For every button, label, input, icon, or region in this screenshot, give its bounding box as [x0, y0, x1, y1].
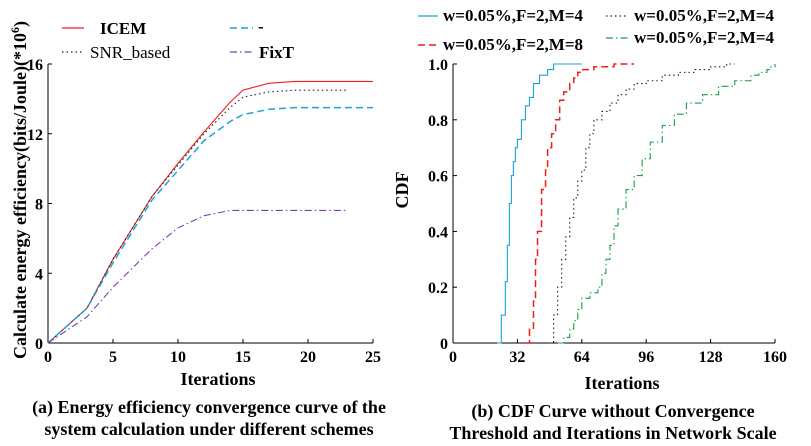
chart-a-caption: (a) Energy efficiency convergence curve … [4, 396, 414, 440]
chart-a-legend: ICEM SNR_based - FixT [62, 17, 295, 62]
chart-a-series-1 [47, 80, 373, 344]
chart-a-legend-icem: ICEM [100, 19, 146, 38]
chart-b-series-3 [549, 63, 735, 344]
chart-a: 0 5 10 15 20 25 0 4 8 12 16 Iterations Calculate … [8, 17, 381, 389]
chart-a-series-3 [47, 106, 373, 344]
chart-b-legend: w=0.05%,F=2,M=4 w=0.05%,F=2,M=8 w=0.05%,… [418, 6, 775, 54]
chart-b-y-tick-label: 0.6 [428, 169, 448, 186]
chart-b-y-tick-label: 0.8 [428, 113, 448, 130]
chart-b-x-tick-label: 128 [699, 349, 723, 366]
chart-a-y-tick-label: 12 [27, 127, 43, 144]
chart-a-y-tick-label: 4 [35, 266, 43, 283]
chart-a-x-tick-label: 0 [44, 349, 52, 366]
chart-a-y-tick-label: 16 [27, 57, 43, 74]
chart-b-series-1 [497, 63, 582, 344]
chart-b-series-2 [525, 63, 635, 344]
chart-b-y-tick-label: 0 [440, 336, 448, 353]
chart-a-x-tick-label: 25 [365, 349, 381, 366]
chart-b-y-tick-label: 0.4 [428, 224, 448, 241]
chart-a-x-tick-label: 5 [109, 349, 117, 366]
chart-a-y-label-exp: 6 [8, 27, 22, 33]
chart-b-series-4 [557, 64, 776, 344]
chart-a-y-label-close: ) [10, 21, 31, 27]
chart-a-x-tick-label: 20 [300, 349, 316, 366]
chart-b-y-tick-label: 1.0 [428, 57, 448, 74]
chart-a-caption-line1: (a) Energy efficiency convergence curve … [32, 397, 386, 417]
chart-b-caption-line1: (b) CDF Curve without Convergence [471, 401, 755, 421]
chart-b-caption-line2: Threshold and Iterations in Network Scal… [449, 423, 777, 443]
chart-a-legend-dash: - [258, 17, 264, 36]
chart-a-y-tick-label: 8 [35, 197, 43, 214]
chart-a-series-4 [47, 209, 347, 344]
chart-b: 0 32 64 96 128 160 0 0.2 0.4 0.6 0.8 1.0 Iteration… [392, 6, 787, 393]
chart-a-legend-fixt: FixT [259, 43, 295, 62]
chart-a-y-label: Calculate energy efficiency(bits/Joule)(… [8, 21, 31, 359]
chart-b-legend-2: w=0.05%,F=2,M=8 [443, 35, 583, 54]
chart-b-y-tick-label: 0.2 [428, 280, 448, 297]
chart-a-y-label-main: Calculate energy efficiency(bits/Joule)(… [10, 33, 31, 359]
chart-a-series-2 [47, 89, 347, 344]
chart-b-legend-4: w=0.05%,F=2,M=4 [634, 28, 775, 47]
chart-a-legend-snr: SNR_based [90, 43, 171, 62]
chart-a-y-tick-label: 0 [35, 336, 43, 353]
chart-b-x-tick-label: 64 [574, 349, 590, 366]
chart-b-caption: (b) CDF Curve without Convergence Thresh… [418, 400, 808, 444]
chart-b-legend-1: w=0.05%,F=2,M=4 [443, 6, 584, 25]
chart-a-x-tick-label: 15 [235, 349, 251, 366]
chart-b-x-label: Iterations [585, 373, 660, 393]
chart-b-x-tick-label: 96 [638, 349, 654, 366]
chart-b-y-label: CDF [392, 172, 412, 209]
chart-a-caption-line2: system calculation under different schem… [44, 419, 374, 439]
chart-b-x-tick-label: 0 [449, 349, 457, 366]
chart-b-x-tick-label: 160 [763, 349, 787, 366]
chart-a-x-tick-label: 10 [170, 349, 186, 366]
chart-a-x-label: Iterations [181, 369, 256, 389]
chart-b-legend-3: w=0.05%,F=2,M=4 [634, 6, 775, 25]
chart-b-x-tick-label: 32 [509, 349, 525, 366]
